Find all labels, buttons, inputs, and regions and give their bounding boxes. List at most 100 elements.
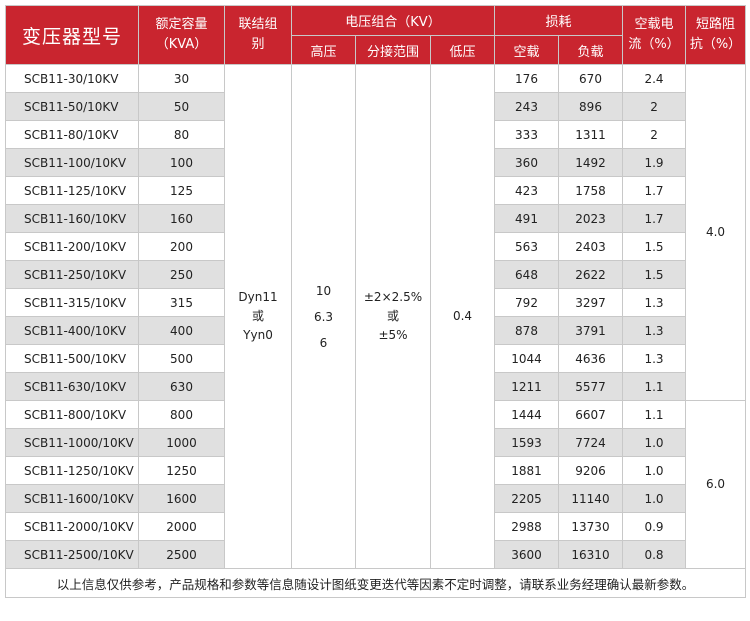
tap-range-cell: ±2×2.5% 或 ±5% — [355, 64, 431, 569]
header-model: 变压器型号 — [5, 5, 139, 65]
capacity-cell: 80 — [138, 120, 225, 149]
table-row: SCB11-2500/10KV 2500 3600 16310 0.8 — [5, 540, 746, 569]
model-cell: SCB11-1600/10KV — [5, 484, 139, 513]
load-loss-cell: 9206 — [557, 456, 624, 485]
no-load-loss-cell: 563 — [494, 232, 559, 261]
model-cell: SCB11-315/10KV — [5, 288, 139, 317]
load-loss-cell: 2403 — [557, 232, 624, 261]
header-tap-range: 分接范围 — [355, 35, 431, 65]
header-no-load-loss: 空载 — [494, 35, 559, 65]
no-load-loss-cell: 792 — [494, 288, 559, 317]
table-row: SCB11-1000/10KV 1000 1593 7724 1.0 — [5, 428, 746, 457]
model-cell: SCB11-500/10KV — [5, 344, 139, 373]
header-connection-line2: 别 — [251, 37, 265, 52]
capacity-cell: 1600 — [138, 484, 225, 513]
table-row: SCB11-1250/10KV 1250 1881 9206 1.0 — [5, 456, 746, 485]
connection-line1: Dyn11 — [238, 290, 278, 304]
header-no-load-current: 空载电 流（%） — [622, 5, 687, 65]
no-load-current-cell: 1.3 — [622, 288, 687, 317]
header-impedance-line1: 短路阻 — [696, 17, 736, 32]
no-load-current-cell: 2 — [622, 120, 687, 149]
capacity-cell: 800 — [138, 400, 225, 429]
low-voltage-cell: 0.4 — [430, 64, 495, 569]
table-body: SCB11-30/10KV 30 Dyn11 或 Yyn0 10 6.3 6 ±2×2.5% 或 ±… — [5, 64, 747, 569]
header-loss: 损耗 — [493, 5, 624, 36]
model-cell: SCB11-50/10KV — [5, 92, 139, 121]
capacity-cell: 2000 — [138, 512, 225, 541]
model-cell: SCB11-160/10KV — [5, 204, 139, 233]
load-loss-cell: 670 — [557, 64, 624, 93]
header-impedance: 短路阻 抗（%） — [685, 5, 747, 65]
model-cell: SCB11-2500/10KV — [5, 540, 139, 569]
load-loss-cell: 4636 — [557, 344, 624, 373]
tap-line2: 或 — [386, 309, 399, 323]
table-row: SCB11-50/10KV 50 243 896 2 — [5, 92, 746, 121]
load-loss-cell: 13730 — [557, 512, 624, 541]
no-load-loss-cell: 3600 — [494, 540, 559, 569]
no-load-loss-cell: 243 — [494, 92, 559, 121]
load-loss-cell: 1758 — [557, 176, 624, 205]
impedance-cell-large: 6.0 — [685, 400, 747, 569]
no-load-loss-cell: 491 — [494, 204, 559, 233]
high-voltage-line3: 6 — [319, 335, 328, 350]
table-row: SCB11-315/10KV 315 792 3297 1.3 — [5, 288, 746, 317]
load-loss-cell: 2023 — [557, 204, 624, 233]
connection-line3: Yyn0 — [243, 328, 273, 342]
tap-line3: ±5% — [378, 328, 408, 342]
high-voltage-line1: 10 — [315, 283, 332, 298]
high-voltage-cell: 10 6.3 6 — [291, 64, 356, 569]
no-load-loss-cell: 1593 — [494, 428, 559, 457]
table-row: SCB11-500/10KV 500 1044 4636 1.3 — [5, 344, 746, 373]
no-load-current-cell: 1.7 — [622, 176, 687, 205]
header-connection: 联结组 别 — [224, 5, 292, 65]
capacity-cell: 50 — [138, 92, 225, 121]
model-cell: SCB11-1250/10KV — [5, 456, 139, 485]
capacity-cell: 200 — [138, 232, 225, 261]
transformer-spec-table: 变压器型号 额定容量 （KVA） 联结组 别 电压组合（KV） 损耗 空载电 流… — [4, 5, 747, 598]
no-load-loss-cell: 1444 — [494, 400, 559, 429]
load-loss-cell: 16310 — [557, 540, 624, 569]
table-row: SCB11-125/10KV 125 423 1758 1.7 — [5, 176, 746, 205]
header-connection-line1: 联结组 — [238, 17, 278, 32]
table-row: SCB11-400/10KV 400 878 3791 1.3 — [5, 316, 746, 345]
load-loss-cell: 7724 — [557, 428, 624, 457]
no-load-current-cell: 1.3 — [622, 316, 687, 345]
capacity-cell: 400 — [138, 316, 225, 345]
no-load-loss-cell: 648 — [494, 260, 559, 289]
high-voltage-line2: 6.3 — [313, 309, 334, 324]
no-load-current-cell: 1.9 — [622, 148, 687, 177]
load-loss-cell: 6607 — [557, 400, 624, 429]
capacity-cell: 160 — [138, 204, 225, 233]
no-load-current-cell: 1.0 — [622, 456, 687, 485]
no-load-current-cell: 1.0 — [622, 428, 687, 457]
no-load-loss-cell: 1211 — [494, 372, 559, 401]
no-load-loss-cell: 2205 — [494, 484, 559, 513]
capacity-cell: 250 — [138, 260, 225, 289]
no-load-current-cell: 1.5 — [622, 260, 687, 289]
no-load-loss-cell: 1044 — [494, 344, 559, 373]
footnote: 以上信息仅供参考，产品规格和参数等信息随设计图纸变更迭代等因素不定时调整，请联系… — [4, 568, 747, 598]
impedance-cell-small: 4.0 — [685, 64, 747, 401]
no-load-current-cell: 0.8 — [622, 540, 687, 569]
header-capacity-line2: （KVA） — [155, 37, 208, 52]
capacity-cell: 315 — [138, 288, 225, 317]
header-no-load-current-line1: 空载电 — [634, 17, 674, 32]
header-capacity-line1: 额定容量 — [155, 17, 208, 32]
model-cell: SCB11-250/10KV — [5, 260, 139, 289]
load-loss-cell: 896 — [557, 92, 624, 121]
capacity-cell: 2500 — [138, 540, 225, 569]
capacity-cell: 630 — [138, 372, 225, 401]
no-load-current-cell: 1.7 — [622, 204, 687, 233]
load-loss-cell: 1492 — [557, 148, 624, 177]
model-cell: SCB11-800/10KV — [5, 400, 139, 429]
table-row: SCB11-630/10KV 630 1211 5577 1.1 — [5, 372, 746, 401]
table-row: SCB11-100/10KV 100 360 1492 1.9 — [5, 148, 746, 177]
no-load-loss-cell: 176 — [494, 64, 559, 93]
table-row: SCB11-1600/10KV 1600 2205 11140 1.0 — [5, 484, 746, 513]
tap-line1: ±2×2.5% — [363, 290, 423, 304]
load-loss-cell: 2622 — [557, 260, 624, 289]
header-high-voltage: 高压 — [291, 35, 356, 65]
capacity-cell: 500 — [138, 344, 225, 373]
model-cell: SCB11-200/10KV — [5, 232, 139, 261]
header-voltage-combo: 电压组合（KV） — [291, 5, 495, 36]
